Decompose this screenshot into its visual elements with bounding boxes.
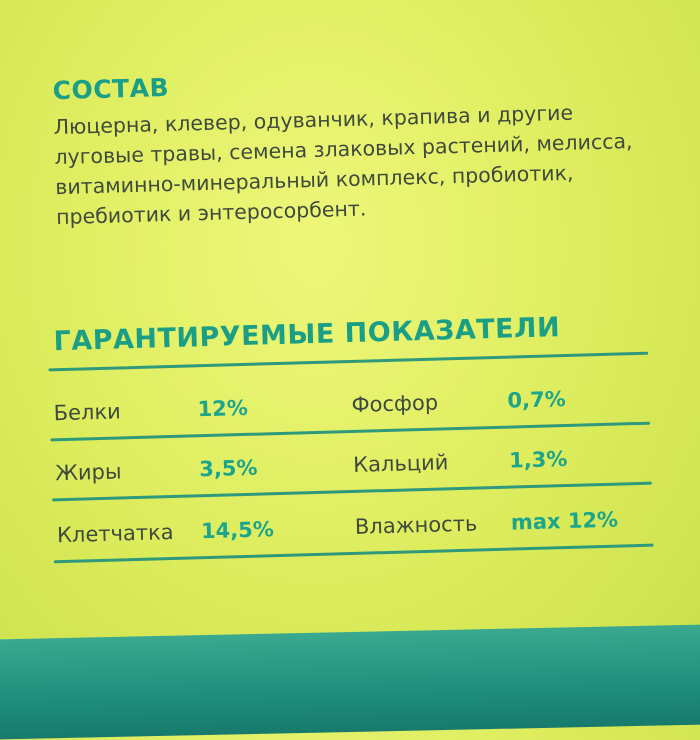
divider: [53, 543, 654, 564]
composition-title: СОСТАВ: [52, 72, 170, 106]
indicators-title: ГАРАНТИРУЕМЫЕ ПОКАЗАТЕЛИ: [53, 312, 561, 358]
indicator-value: 0,7%: [507, 387, 567, 413]
indicator-label: Белки: [53, 399, 122, 426]
divider: [52, 481, 652, 502]
indicator-label: Влажность: [354, 511, 478, 539]
indicator-value: max 12%: [510, 507, 619, 535]
divider: [50, 421, 651, 442]
indicator-label: Жиры: [54, 459, 122, 486]
indicator-value: 14,5%: [200, 517, 275, 544]
composition-text: Люцерна, клевер, одуванчик, крапива и др…: [53, 100, 633, 230]
indicator-value: 12%: [197, 395, 249, 422]
indicator-label: Фосфор: [351, 390, 439, 417]
label: СОСТАВ Люцерна, клевер, одуванчик, крапи…: [48, 72, 654, 564]
indicator-value: 1,3%: [508, 446, 568, 473]
indicator-label: Клетчатка: [56, 520, 174, 548]
indicator-label: Кальций: [352, 450, 449, 477]
indicator-value: 3,5%: [198, 455, 258, 482]
